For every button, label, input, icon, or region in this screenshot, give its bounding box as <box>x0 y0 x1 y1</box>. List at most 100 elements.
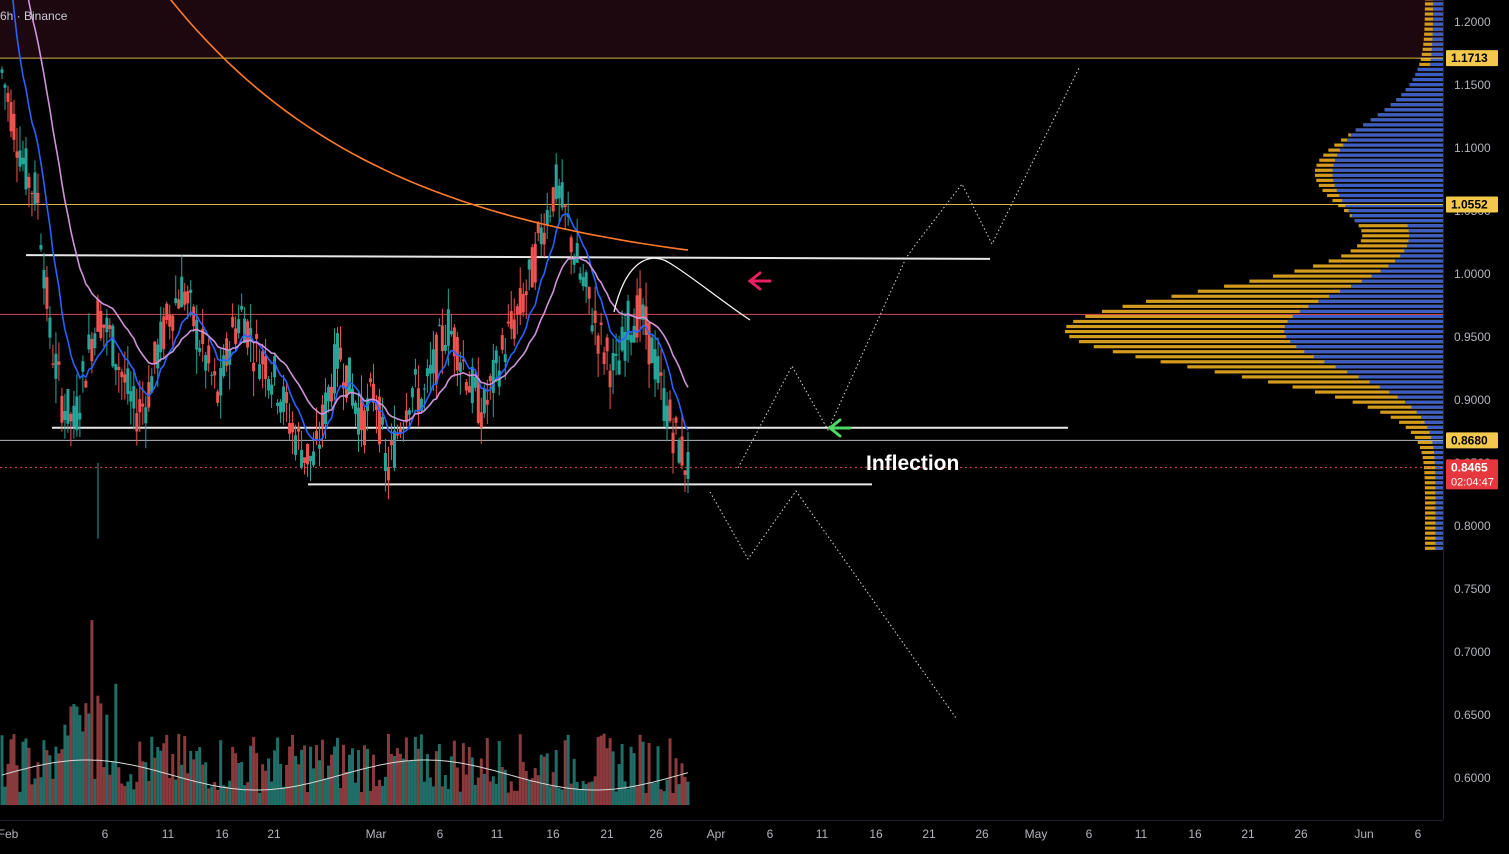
candle-body <box>626 300 630 340</box>
vp-bar-down <box>1431 435 1443 439</box>
candle-body <box>207 345 211 364</box>
volume-bar <box>467 746 471 805</box>
candle-body <box>60 395 64 423</box>
time-tick-label: 11 <box>816 827 829 841</box>
vp-bar-down <box>1405 400 1443 404</box>
volume-bar <box>279 763 283 805</box>
candle-body <box>42 270 46 289</box>
volume-bar <box>464 774 468 805</box>
candle-body <box>368 378 372 383</box>
volume-bar <box>449 756 453 805</box>
vp-bar-down <box>1313 355 1443 359</box>
volume-bar <box>491 776 495 805</box>
upper-zone-shade <box>0 0 1443 59</box>
volume-bar <box>479 758 483 805</box>
vp-bar-up <box>1424 486 1443 490</box>
price-tick-label: 1.2000 <box>1454 15 1491 29</box>
ema-fast-line <box>12 0 689 442</box>
volume-bar <box>105 714 109 805</box>
volume-bar <box>240 762 244 805</box>
candle-body <box>0 69 4 73</box>
vp-bar-up <box>1352 400 1443 404</box>
candle-body <box>210 374 214 376</box>
price-tick-label: 1.0000 <box>1454 267 1491 281</box>
candle-body <box>294 435 298 455</box>
support-arrow-icon <box>827 418 852 438</box>
vp-bar-down <box>1408 239 1443 243</box>
volume-bar <box>228 780 232 805</box>
volume-bar <box>336 737 340 805</box>
vp-bar-up <box>1350 249 1443 253</box>
volume-bar <box>291 734 295 805</box>
vp-bar-up <box>1424 481 1443 485</box>
volume-bar <box>219 740 223 805</box>
candle-body <box>344 365 348 399</box>
vp-bar-down <box>1432 440 1443 445</box>
candle-body <box>237 319 241 334</box>
vp-bar-down <box>1406 244 1443 248</box>
candle-body <box>449 331 453 335</box>
candle-body <box>410 388 414 398</box>
candle-body <box>545 210 549 226</box>
candle-body <box>12 113 16 140</box>
volume-bar <box>476 777 480 805</box>
volume-bar <box>147 780 151 805</box>
volume-bar <box>186 773 190 805</box>
time-tick-label: 21 <box>600 827 614 841</box>
volume-bar <box>608 738 612 805</box>
volume-bar <box>36 762 40 805</box>
candle-body <box>279 401 283 413</box>
price-label-text: 1.0552 <box>1451 197 1488 211</box>
candle-body <box>551 187 555 212</box>
price-axis[interactable]: 1.20001.15001.10001.05001.00000.95000.90… <box>1443 0 1509 820</box>
candle-body <box>171 315 175 331</box>
time-axis[interactable]: Feb 6 11 16 21 Mar 6 11 16 21 26 Apr 6 11 16 21 26 May 6 11… <box>0 820 1443 849</box>
candle-body <box>6 92 10 102</box>
candle-body <box>413 368 417 375</box>
candle-body <box>674 417 678 423</box>
vp-bar-up <box>1079 340 1443 344</box>
volume-bar <box>207 788 211 805</box>
vp-bar-up <box>1399 420 1443 424</box>
vp-bar-down <box>1417 67 1443 72</box>
candle-body <box>177 299 181 309</box>
chart-plot-area[interactable] <box>0 0 1443 820</box>
candle-body <box>339 347 343 360</box>
volume-bar <box>470 757 474 805</box>
vp-bar-up <box>1224 284 1443 288</box>
candle-body <box>542 232 546 245</box>
vp-bar-up <box>1328 259 1443 263</box>
price-chart-svg[interactable] <box>0 0 1443 820</box>
candle-body <box>99 310 103 339</box>
vp-bar-down <box>1409 234 1443 238</box>
candle-body <box>297 427 301 432</box>
volume-bar <box>605 748 609 805</box>
volume-bar <box>581 780 585 805</box>
candle-body <box>392 430 396 469</box>
volume-bar <box>42 740 46 805</box>
candle-body <box>650 337 654 364</box>
vp-bar-down <box>1284 329 1443 334</box>
volume-bar <box>365 748 369 805</box>
volume-bar <box>135 781 139 805</box>
volume-bar <box>15 765 19 805</box>
vp-bar-down <box>1334 158 1443 162</box>
vp-bar-down <box>1343 143 1443 147</box>
candle-body <box>288 423 292 434</box>
candle-body <box>380 416 384 425</box>
vp-bar-up <box>1424 471 1443 475</box>
candle-body <box>431 349 435 374</box>
candle-body <box>225 338 229 366</box>
volume-bar <box>315 745 319 805</box>
vp-bar-down <box>1346 138 1443 142</box>
volume-bar <box>611 751 615 805</box>
price-label-text: 1.1713 <box>1451 51 1488 65</box>
vp-bar-up <box>1423 466 1443 470</box>
time-tick-label: 21 <box>922 827 936 841</box>
volume-bar <box>578 789 582 805</box>
candle-body <box>686 452 690 479</box>
volume-bar <box>596 736 600 805</box>
volume-bar <box>246 782 250 805</box>
vp-bar-up <box>1341 254 1443 258</box>
